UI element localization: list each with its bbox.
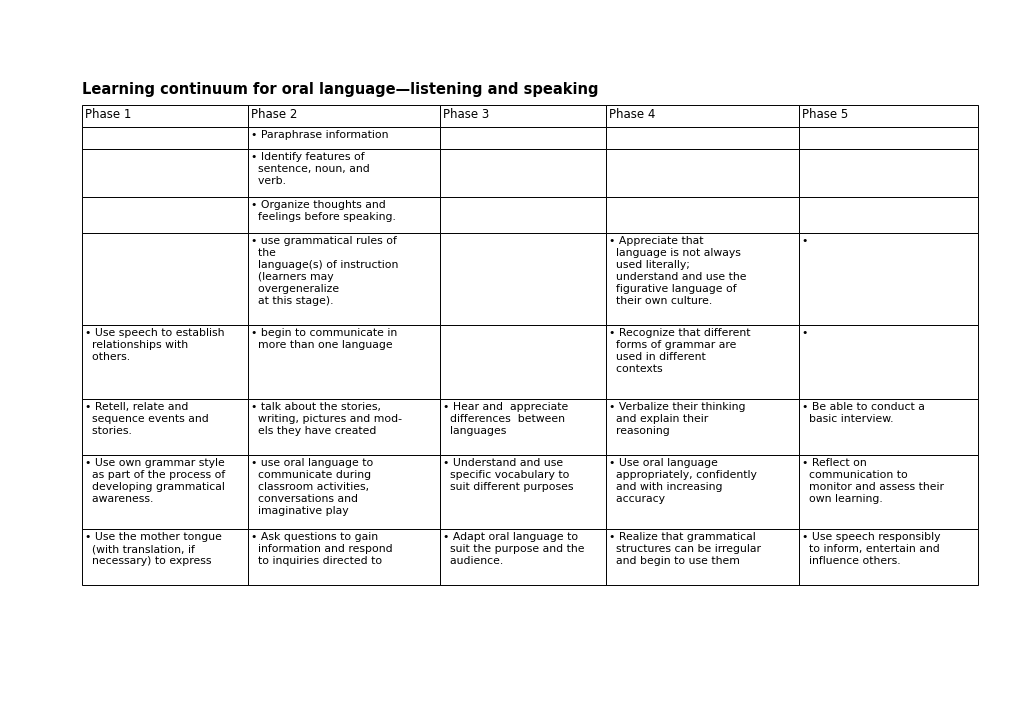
Text: • Paraphrase information: • Paraphrase information <box>251 130 388 140</box>
Text: • Identify features of
  sentence, noun, and
  verb.: • Identify features of sentence, noun, a… <box>251 152 369 186</box>
Text: • Use own grammar style
  as part of the process of
  developing grammatical
  a: • Use own grammar style as part of the p… <box>85 458 225 504</box>
Text: • Organize thoughts and
  feelings before speaking.: • Organize thoughts and feelings before … <box>251 200 395 222</box>
Bar <box>798 105 977 127</box>
Text: • Recognize that different
  forms of grammar are
  used in different
  contexts: • Recognize that different forms of gram… <box>608 328 750 374</box>
Bar <box>605 455 798 529</box>
Bar <box>605 197 798 233</box>
Bar <box>440 149 605 197</box>
Bar <box>798 399 977 455</box>
Text: • use oral language to
  communicate during
  classroom activities,
  conversati: • use oral language to communicate durin… <box>251 458 373 516</box>
Bar <box>248 325 440 399</box>
Bar <box>440 127 605 149</box>
Bar <box>82 197 248 233</box>
Text: •: • <box>801 328 807 338</box>
Bar <box>82 149 248 197</box>
Text: • Use oral language
  appropriately, confidently
  and with increasing
  accurac: • Use oral language appropriately, confi… <box>608 458 756 504</box>
Bar <box>605 105 798 127</box>
Bar <box>248 197 440 233</box>
Text: • talk about the stories,
  writing, pictures and mod-
  els they have created: • talk about the stories, writing, pictu… <box>251 402 401 436</box>
Bar <box>248 529 440 585</box>
Text: • Hear and  appreciate
  differences  between
  languages: • Hear and appreciate differences betwee… <box>443 402 569 436</box>
Bar <box>798 197 977 233</box>
Bar <box>82 233 248 325</box>
Bar <box>440 105 605 127</box>
Bar <box>248 127 440 149</box>
Text: • use grammatical rules of
  the
  language(s) of instruction
  (learners may
  : • use grammatical rules of the language(… <box>251 236 397 306</box>
Text: Learning continuum for oral language—listening and speaking: Learning continuum for oral language—lis… <box>82 82 598 97</box>
Text: • begin to communicate in
  more than one language: • begin to communicate in more than one … <box>251 328 396 350</box>
Text: • Use the mother tongue
  (with translation, if
  necessary) to express: • Use the mother tongue (with translatio… <box>85 532 222 566</box>
Bar <box>798 455 977 529</box>
Text: • Understand and use
  specific vocabulary to
  suit different purposes: • Understand and use specific vocabulary… <box>443 458 574 492</box>
Bar <box>605 149 798 197</box>
Bar <box>440 233 605 325</box>
Bar <box>82 529 248 585</box>
Text: • Verbalize their thinking
  and explain their
  reasoning: • Verbalize their thinking and explain t… <box>608 402 745 436</box>
Bar <box>440 455 605 529</box>
Bar <box>440 529 605 585</box>
Bar <box>82 325 248 399</box>
Text: • Appreciate that
  language is not always
  used literally;
  understand and us: • Appreciate that language is not always… <box>608 236 746 306</box>
Text: Phase 2: Phase 2 <box>251 108 297 121</box>
Text: • Retell, relate and
  sequence events and
  stories.: • Retell, relate and sequence events and… <box>85 402 209 436</box>
Bar <box>798 529 977 585</box>
Bar <box>440 197 605 233</box>
Bar <box>248 149 440 197</box>
Bar <box>798 149 977 197</box>
Bar <box>82 105 248 127</box>
Bar <box>248 105 440 127</box>
Text: • Reflect on
  communication to
  monitor and assess their
  own learning.: • Reflect on communication to monitor an… <box>801 458 943 504</box>
Text: Phase 4: Phase 4 <box>608 108 655 121</box>
Bar <box>82 455 248 529</box>
Bar <box>605 529 798 585</box>
Bar <box>82 399 248 455</box>
Text: • Ask questions to gain
  information and respond
  to inquiries directed to: • Ask questions to gain information and … <box>251 532 392 566</box>
Bar <box>440 399 605 455</box>
Text: • Realize that grammatical
  structures can be irregular
  and begin to use them: • Realize that grammatical structures ca… <box>608 532 760 566</box>
Text: Phase 3: Phase 3 <box>443 108 489 121</box>
Text: •: • <box>801 236 807 246</box>
Text: Phase 5: Phase 5 <box>801 108 847 121</box>
Bar <box>798 233 977 325</box>
Bar <box>605 399 798 455</box>
Bar <box>248 455 440 529</box>
Text: • Use speech to establish
  relationships with
  others.: • Use speech to establish relationships … <box>85 328 224 362</box>
Text: Phase 1: Phase 1 <box>85 108 131 121</box>
Bar <box>798 127 977 149</box>
Text: • Use speech responsibly
  to inform, entertain and
  influence others.: • Use speech responsibly to inform, ente… <box>801 532 940 566</box>
Bar <box>605 127 798 149</box>
Bar <box>248 399 440 455</box>
Bar <box>798 325 977 399</box>
Bar <box>605 233 798 325</box>
Text: • Be able to conduct a
  basic interview.: • Be able to conduct a basic interview. <box>801 402 924 424</box>
Text: • Adapt oral language to
  suit the purpose and the
  audience.: • Adapt oral language to suit the purpos… <box>443 532 584 566</box>
Bar <box>248 233 440 325</box>
Bar <box>82 127 248 149</box>
Bar <box>605 325 798 399</box>
Bar <box>440 325 605 399</box>
